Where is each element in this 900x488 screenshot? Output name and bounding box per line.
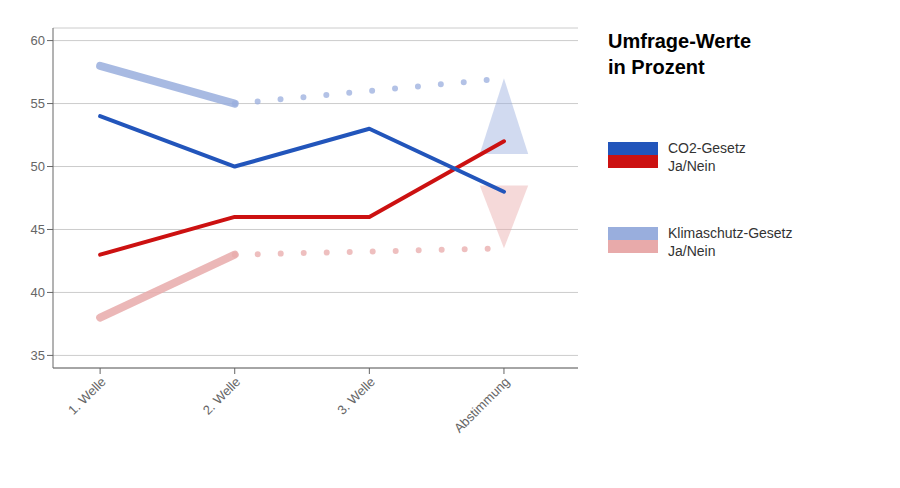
svg-text:50: 50: [31, 159, 45, 174]
svg-text:40: 40: [31, 285, 45, 300]
svg-text:3. Welle: 3. Welle: [334, 374, 378, 418]
svg-text:2. Welle: 2. Welle: [200, 374, 244, 418]
html-text:CO2-Gesetz Ja/Nein: CO2-Gesetz Ja/Nein: [668, 140, 746, 174]
svg-text:55: 55: [31, 96, 45, 111]
svg-text:1. Welle: 1. Welle: [65, 374, 109, 418]
svg-text:Abstimmung: Abstimmung: [451, 374, 513, 436]
svg-text:60: 60: [31, 33, 45, 48]
html-text:Umfrage-Werte in Prozent: Umfrage-Werte in Prozent: [608, 30, 751, 78]
svg-text:35: 35: [31, 348, 45, 363]
html-text:Klimaschutz-Gesetz Ja/Nein: Klimaschutz-Gesetz Ja/Nein: [668, 225, 793, 259]
svg-text:45: 45: [31, 222, 45, 237]
